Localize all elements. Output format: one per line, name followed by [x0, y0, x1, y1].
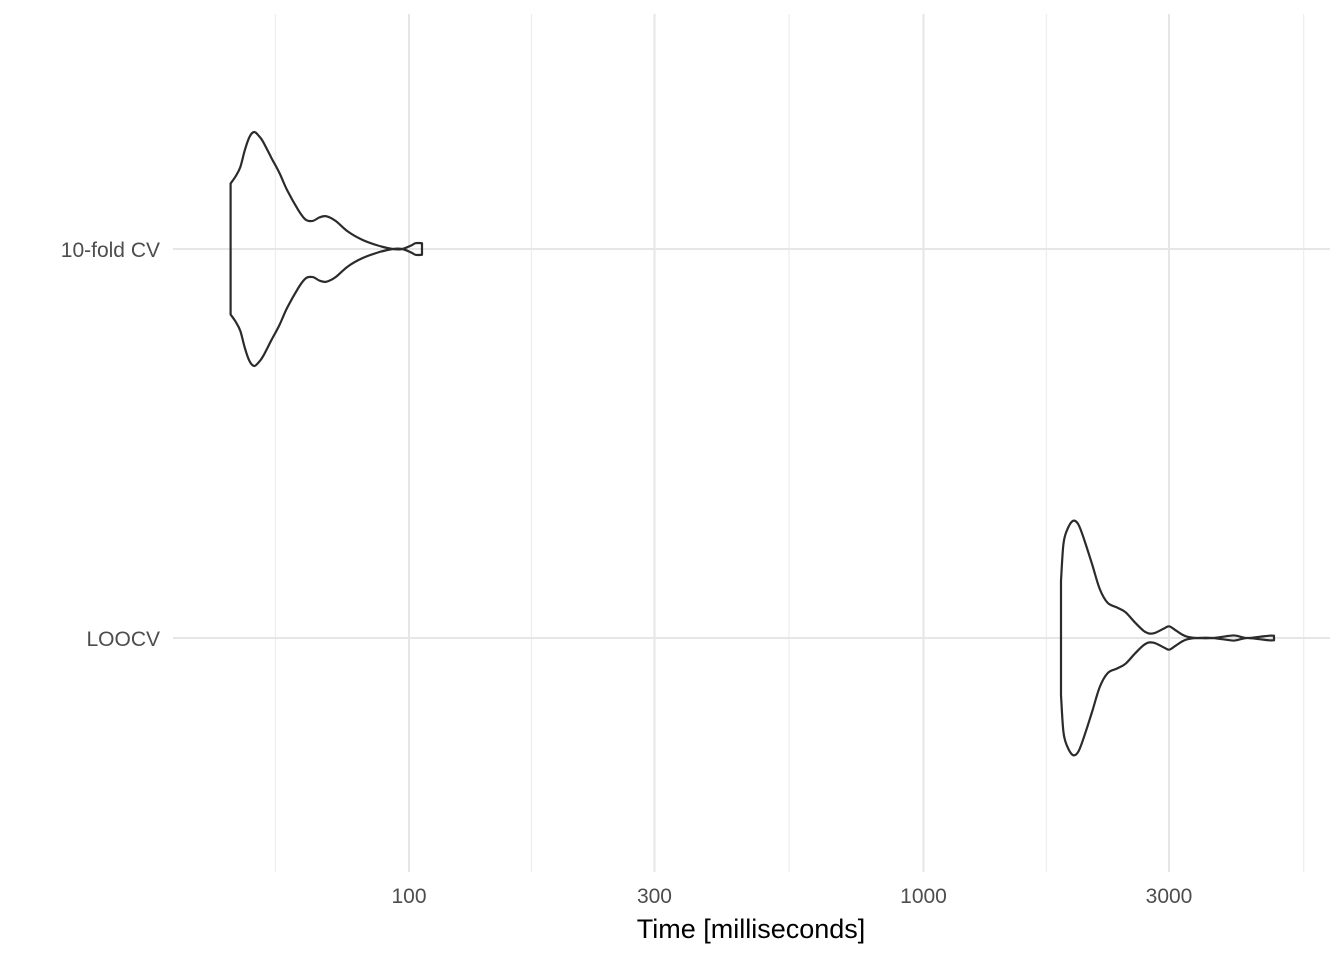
violin-10-fold-cv [229, 130, 424, 368]
x-tick-label: 300 [637, 885, 672, 908]
x-tick-label: 100 [391, 885, 426, 908]
x-axis-title: Time [milliseconds] [637, 914, 866, 944]
y-tick-label: 10-fold CV [61, 239, 160, 262]
grid [173, 14, 1330, 872]
y-tick-label: LOOCV [86, 628, 160, 651]
x-tick-label: 3000 [1146, 885, 1193, 908]
x-tick-label: 1000 [900, 885, 947, 908]
violin-loocv [1059, 519, 1276, 757]
axis-labels: 100 300 1000 3000 10-fold CV LOOCV [61, 239, 1193, 908]
violins [229, 130, 1276, 757]
